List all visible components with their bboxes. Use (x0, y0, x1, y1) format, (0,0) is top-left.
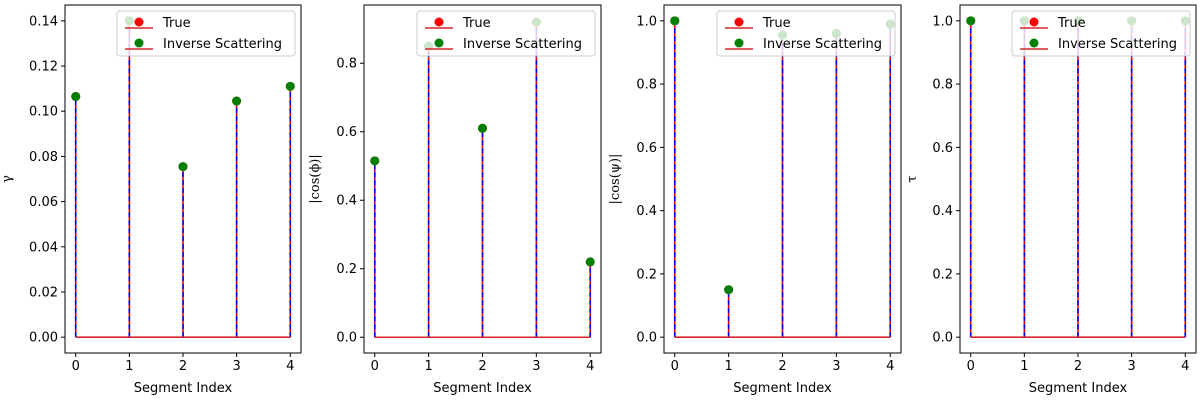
x-tick-label: 2 (778, 359, 786, 374)
y-tick-label: 0.8 (336, 57, 357, 72)
legend-marker (434, 38, 444, 48)
legend-box (416, 10, 596, 57)
legend-entry-label: True (1057, 16, 1086, 31)
x-tick-label: 1 (424, 359, 432, 374)
y-tick-label: 0.8 (636, 78, 657, 93)
legend-entry-label: Inverse Scattering (763, 37, 882, 52)
x-tick-label: 4 (586, 359, 594, 374)
x-tick-label: 1 (125, 359, 133, 374)
legend-entry-label: True (162, 16, 191, 31)
legend-entry-label: Inverse Scattering (1058, 37, 1177, 52)
x-tick-label: 2 (1074, 359, 1082, 374)
legend-marker (1029, 38, 1039, 48)
y-tick-label: 0.0 (636, 331, 657, 346)
legend-marker (1029, 17, 1039, 27)
legend-marker (734, 17, 744, 27)
subplot-4: 0 1 2 3 4 0.0 0.2 0.4 0.6 0.8 1.0 Segment Index τ Tru… (905, 4, 1197, 396)
x-axis-label: Segment Index (1029, 381, 1128, 396)
legend-marker (734, 38, 744, 48)
marker-inverse-4 (285, 81, 295, 91)
y-axis-label: γ (0, 175, 15, 183)
legend: True Inverse Scattering (416, 10, 596, 57)
y-tick-label: 0.10 (29, 105, 58, 120)
x-tick-label: 4 (1181, 359, 1189, 374)
x-tick-label: 2 (478, 359, 486, 374)
marker-inverse-0 (670, 16, 680, 26)
marker-inverse-3 (232, 96, 242, 106)
y-tick-label: 0.4 (932, 204, 953, 219)
x-tick-label: 4 (886, 359, 894, 374)
legend: True Inverse Scattering (116, 10, 296, 57)
x-tick-label: 1 (1020, 359, 1028, 374)
x-axis-label: Segment Index (134, 381, 233, 396)
x-tick-label: 0 (671, 359, 679, 374)
y-tick-label: 0.6 (336, 125, 357, 140)
y-tick-label: 0.4 (636, 204, 657, 219)
x-tick-label: 0 (371, 359, 379, 374)
legend-marker (134, 17, 144, 27)
y-axis-label: |cos(ϕ)| (308, 154, 323, 204)
legend-marker (134, 38, 144, 48)
x-axis-label: Segment Index (433, 381, 532, 396)
legend-entry-label: Inverse Scattering (163, 37, 282, 52)
y-tick-label: 0.04 (29, 240, 58, 255)
y-tick-label: 0.08 (29, 150, 58, 165)
y-tick-label: 1.0 (932, 14, 953, 29)
y-tick-label: 0.0 (336, 331, 357, 346)
legend-box (716, 10, 896, 57)
x-tick-label: 2 (179, 359, 187, 374)
y-tick-label: 0.12 (29, 60, 58, 75)
y-tick-label: 0.00 (29, 331, 58, 346)
x-axis-label: Segment Index (733, 381, 832, 396)
y-axis-label: τ (905, 175, 920, 182)
legend-entry-label: Inverse Scattering (463, 37, 582, 52)
subplot-2: 0 1 2 3 4 0.0 0.2 0.4 0.6 0.8 Segment Index |cos(ϕ)… (308, 4, 602, 396)
y-tick-label: 0.6 (932, 141, 953, 156)
legend-box (1011, 10, 1191, 57)
y-tick-label: 0.14 (29, 14, 58, 29)
marker-inverse-2 (178, 162, 188, 172)
subplot-3: 0 1 2 3 4 0.0 0.2 0.4 0.6 0.8 1.0 Segment Index |cos… (608, 4, 902, 396)
marker-inverse-0 (370, 156, 380, 166)
y-tick-label: 0.0 (932, 331, 953, 346)
y-tick-label: 0.2 (336, 262, 357, 277)
y-tick-label: 0.06 (29, 195, 58, 210)
legend-entry-label: True (762, 16, 791, 31)
legend: True Inverse Scattering (1011, 10, 1191, 57)
x-tick-label: 1 (724, 359, 732, 374)
y-tick-label: 0.2 (932, 267, 953, 282)
marker-inverse-2 (478, 123, 487, 133)
x-tick-label: 3 (832, 359, 840, 374)
marker-inverse-0 (966, 16, 976, 26)
x-tick-label: 3 (1127, 359, 1135, 374)
y-axis-label: |cos(ψ)| (608, 154, 623, 205)
x-tick-label: 3 (232, 359, 240, 374)
y-tick-label: 0.8 (932, 78, 953, 93)
y-tick-label: 0.02 (29, 285, 58, 300)
x-tick-label: 4 (286, 359, 294, 374)
marker-inverse-0 (71, 92, 81, 102)
legend-entry-label: True (462, 16, 491, 31)
y-tick-label: 0.6 (636, 141, 657, 156)
y-tick-label: 0.2 (636, 267, 657, 282)
x-tick-label: 3 (532, 359, 540, 374)
legend: True Inverse Scattering (716, 10, 896, 57)
marker-inverse-1 (724, 285, 734, 295)
x-tick-label: 0 (72, 359, 80, 374)
y-tick-label: 1.0 (636, 14, 657, 29)
marker-inverse-4 (585, 257, 595, 267)
x-tick-label: 0 (967, 359, 975, 374)
legend-marker (434, 17, 444, 27)
legend-box (116, 10, 296, 57)
y-tick-label: 0.4 (336, 194, 357, 209)
subplot-1: 0 1 2 3 4 0.00 0.02 0.04 0.06 0.08 0.10 0.12 0.14 Seg… (0, 4, 302, 396)
